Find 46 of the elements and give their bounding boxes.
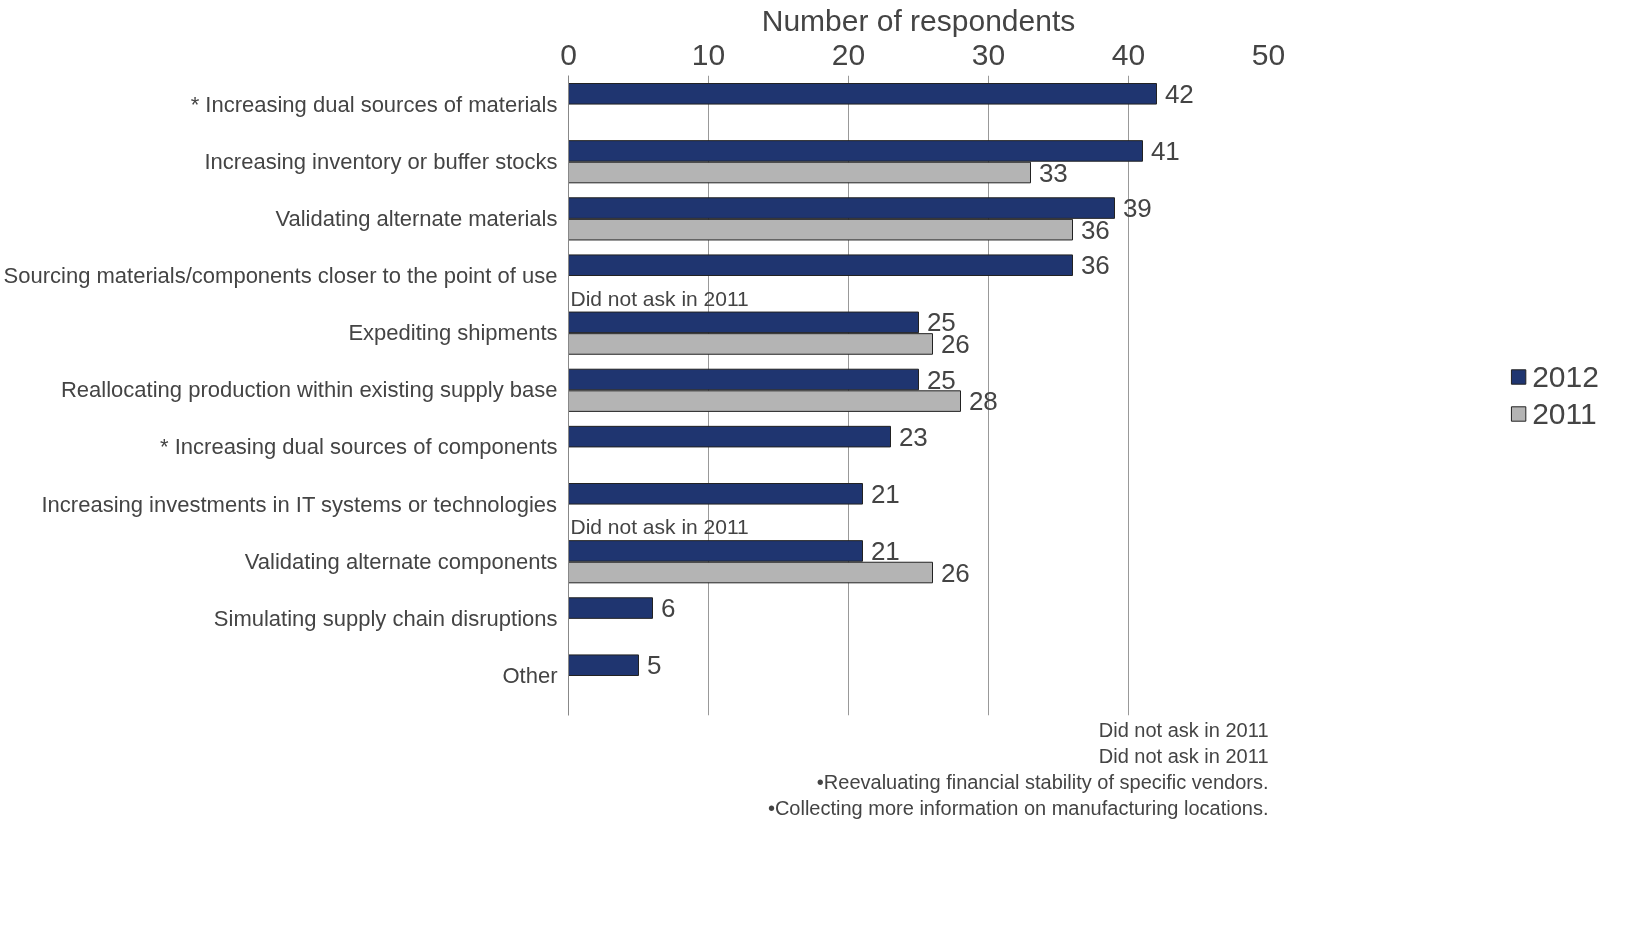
legend-label: 2012 (1532, 359, 1599, 394)
text: •Reevaluating financial stability of specific vendors. (816, 770, 1269, 793)
y-tick-label: Validating alternate components (244, 548, 558, 574)
bar (568, 654, 639, 676)
x-tick-label: 30 (971, 37, 1006, 71)
legend-label: 2011 (1532, 396, 1597, 431)
data-label: 6 (660, 593, 676, 624)
text: Did not ask in 2011 (1098, 744, 1269, 767)
data-label: 33 (1038, 157, 1068, 188)
data-label: 36 (1080, 214, 1110, 245)
y-tick-label: Simulating supply chain disruptions (213, 605, 558, 631)
x-axis-title: Number of respondents (761, 3, 1076, 37)
data-label: 28 (968, 386, 998, 417)
y-tick-label: * Increasing dual sources of materials (190, 91, 558, 117)
data-label: 21 (870, 535, 900, 566)
data-label: 25 (926, 364, 956, 395)
x-tick-label: 40 (1111, 37, 1146, 71)
annotation: Did not ask in 2011 (570, 286, 749, 310)
bar (568, 425, 891, 448)
y-tick-label: Increasing investments in IT systems or technologies (41, 491, 558, 517)
bar (568, 597, 653, 619)
x-tick-label: 20 (831, 37, 866, 71)
annotation: Did not ask in 2011 (570, 515, 749, 539)
y-tick-label: Expediting shipments (348, 320, 558, 346)
bar (568, 483, 863, 505)
y-tick-label: Sourcing materials/components closer to the point of use (3, 263, 558, 288)
data-label: 36 (1080, 250, 1110, 281)
data-label: 21 (870, 478, 900, 509)
text: Did not ask in 2011 (1098, 718, 1269, 741)
text: •Collecting more information on manufacturing locations. (767, 796, 1269, 819)
bar (568, 83, 1157, 105)
y-tick-label: Reallocating production within existing supply base (60, 377, 558, 403)
y-tick-label: Validating alternate materials (275, 205, 558, 231)
data-label: 26 (940, 557, 970, 588)
y-tick-label: Increasing inventory or buffer stocks (204, 148, 558, 174)
x-tick-label: 50 (1251, 37, 1286, 71)
y-tick-label: * Increasing dual sources of components (160, 434, 558, 460)
x-tick-label: 10 (691, 37, 726, 71)
data-label: 41 (1150, 135, 1180, 166)
x-tick-label: 0 (560, 37, 577, 71)
data-label: 5 (646, 650, 662, 681)
bar (568, 254, 1073, 276)
y-tick-label: Other (502, 663, 558, 688)
data-label: 39 (1122, 193, 1152, 224)
data-label: 42 (1164, 78, 1194, 109)
data-label: 23 (898, 421, 928, 452)
